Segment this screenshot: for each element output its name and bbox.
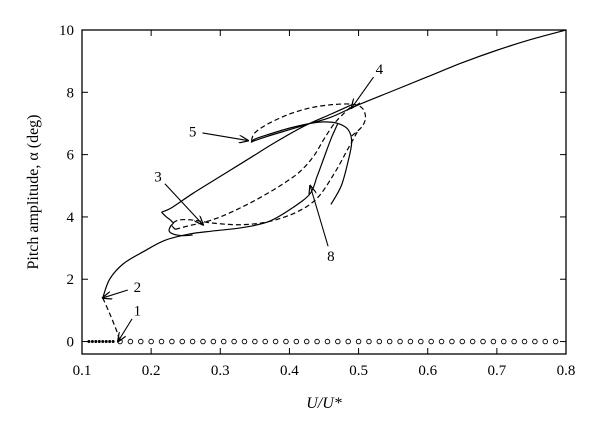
dotted-point-2	[90, 340, 94, 344]
plot-area-frame	[81, 29, 567, 355]
annotations-layer: 1 2 3 4 5 8	[103, 62, 384, 342]
open-circle-point-31	[428, 338, 434, 345]
x-tick-label-7: 0.7	[487, 363, 506, 379]
open-circle-point-25	[366, 338, 372, 345]
y-tick-label-1: 0	[67, 335, 75, 351]
open-circle-point-2	[127, 338, 134, 345]
open-circle-point-19	[303, 338, 310, 345]
dashed-curve-8	[250, 103, 367, 141]
open-circle-point-28	[397, 338, 403, 345]
x-axis-ticks: 0.1 0.2 0.3 0.4 0.5 0.6 0.7 0.8	[73, 30, 576, 379]
y-axis-title: Pitch amplitude, α (deg)	[25, 114, 42, 269]
y-axis-ticks: 0 2 4 6 8 10	[59, 23, 566, 351]
annotation-arrow-8	[310, 186, 329, 247]
open-circle-point-11	[220, 338, 227, 345]
open-circle-point-8	[189, 338, 196, 345]
y-tick-label-3: 4	[67, 210, 75, 226]
x-tick-label-1: 0.1	[73, 363, 92, 379]
x-tick-label-4: 0.4	[280, 363, 299, 379]
x-tick-label-3: 0.3	[211, 363, 230, 379]
y-tick-label-4: 6	[67, 148, 75, 164]
annotation-arrow-4	[352, 76, 374, 108]
open-circle-point-26	[376, 338, 383, 345]
dashed-curve-6	[175, 105, 353, 230]
open-circle-point-42	[542, 338, 549, 345]
solid-curve-1	[102, 123, 339, 299]
open-circle-point-9	[200, 338, 206, 345]
annotation-arrow-5	[202, 132, 247, 141]
annotation-label-3: 3	[154, 169, 162, 185]
annotation-arrow-2	[103, 289, 128, 298]
open-circle-point-43	[552, 338, 559, 345]
open-circle-point-21	[324, 338, 331, 345]
open-circle-point-29	[407, 338, 414, 345]
open-circle-point-39	[511, 338, 517, 345]
open-circle-point-23	[345, 338, 351, 345]
curves-layer	[87, 29, 567, 345]
annotation-arrow-3	[164, 183, 203, 225]
x-tick-label-6: 0.6	[418, 363, 437, 379]
open-circle-point-3	[138, 338, 144, 345]
open-circle-point-17	[283, 338, 289, 345]
open-circle-point-34	[459, 338, 466, 345]
open-circle-point-20	[314, 338, 320, 345]
open-circle-point-36	[480, 338, 486, 345]
dotted-point-4	[97, 340, 101, 344]
annotation-label-2: 2	[134, 280, 142, 296]
open-circle-point-15	[262, 338, 268, 345]
open-circle-point-32	[438, 338, 445, 345]
open-circle-point-33	[449, 338, 455, 345]
dotted-point-1	[87, 340, 91, 344]
dotted-point-7	[108, 340, 112, 344]
open-circle-point-27	[386, 338, 393, 345]
solid-curve-4	[161, 211, 193, 237]
open-circle-point-6	[169, 338, 175, 345]
dotted-point-8	[111, 340, 115, 344]
annotation-arrow-1	[118, 318, 133, 342]
open-circle-point-41	[532, 338, 538, 345]
y-tick-label-5: 8	[67, 85, 75, 101]
x-tick-label-2: 0.2	[142, 363, 161, 379]
dashed-curve-5	[102, 297, 121, 342]
annotation-label-5: 5	[189, 124, 197, 140]
open-circle-point-5	[158, 338, 165, 345]
dotted-point-6	[104, 340, 108, 344]
open-circle-point-4	[148, 338, 154, 345]
open-circle-point-13	[241, 338, 248, 345]
open-circle-point-18	[293, 338, 300, 345]
open-circle-point-7	[179, 338, 186, 345]
annotation-label-1: 1	[134, 303, 142, 319]
open-circle-point-38	[501, 338, 507, 345]
open-circle-point-14	[252, 338, 258, 345]
open-circle-point-22	[335, 338, 341, 345]
annotation-label-4: 4	[376, 62, 384, 78]
x-tick-label-8: 0.8	[557, 363, 576, 379]
x-tick-label-5: 0.5	[349, 363, 368, 379]
x-axis-title: U/U*	[306, 395, 342, 412]
open-circle-point-10	[210, 338, 217, 345]
solid-curve-2	[250, 29, 567, 205]
open-circle-point-40	[521, 338, 528, 345]
solid-curve-3	[161, 104, 352, 213]
y-tick-label-2: 2	[67, 272, 75, 288]
dotted-point-3	[94, 340, 98, 344]
open-circle-point-24	[355, 338, 362, 345]
y-tick-label-6: 10	[59, 23, 74, 39]
open-circle-point-16	[272, 338, 279, 345]
open-circle-point-30	[418, 338, 424, 345]
open-circle-point-35	[469, 338, 476, 345]
open-circle-point-12	[231, 338, 237, 345]
dotted-point-5	[101, 340, 105, 344]
dashed-curve-7	[171, 129, 360, 230]
annotation-label-8: 8	[327, 249, 335, 265]
open-circle-point-37	[490, 338, 497, 345]
